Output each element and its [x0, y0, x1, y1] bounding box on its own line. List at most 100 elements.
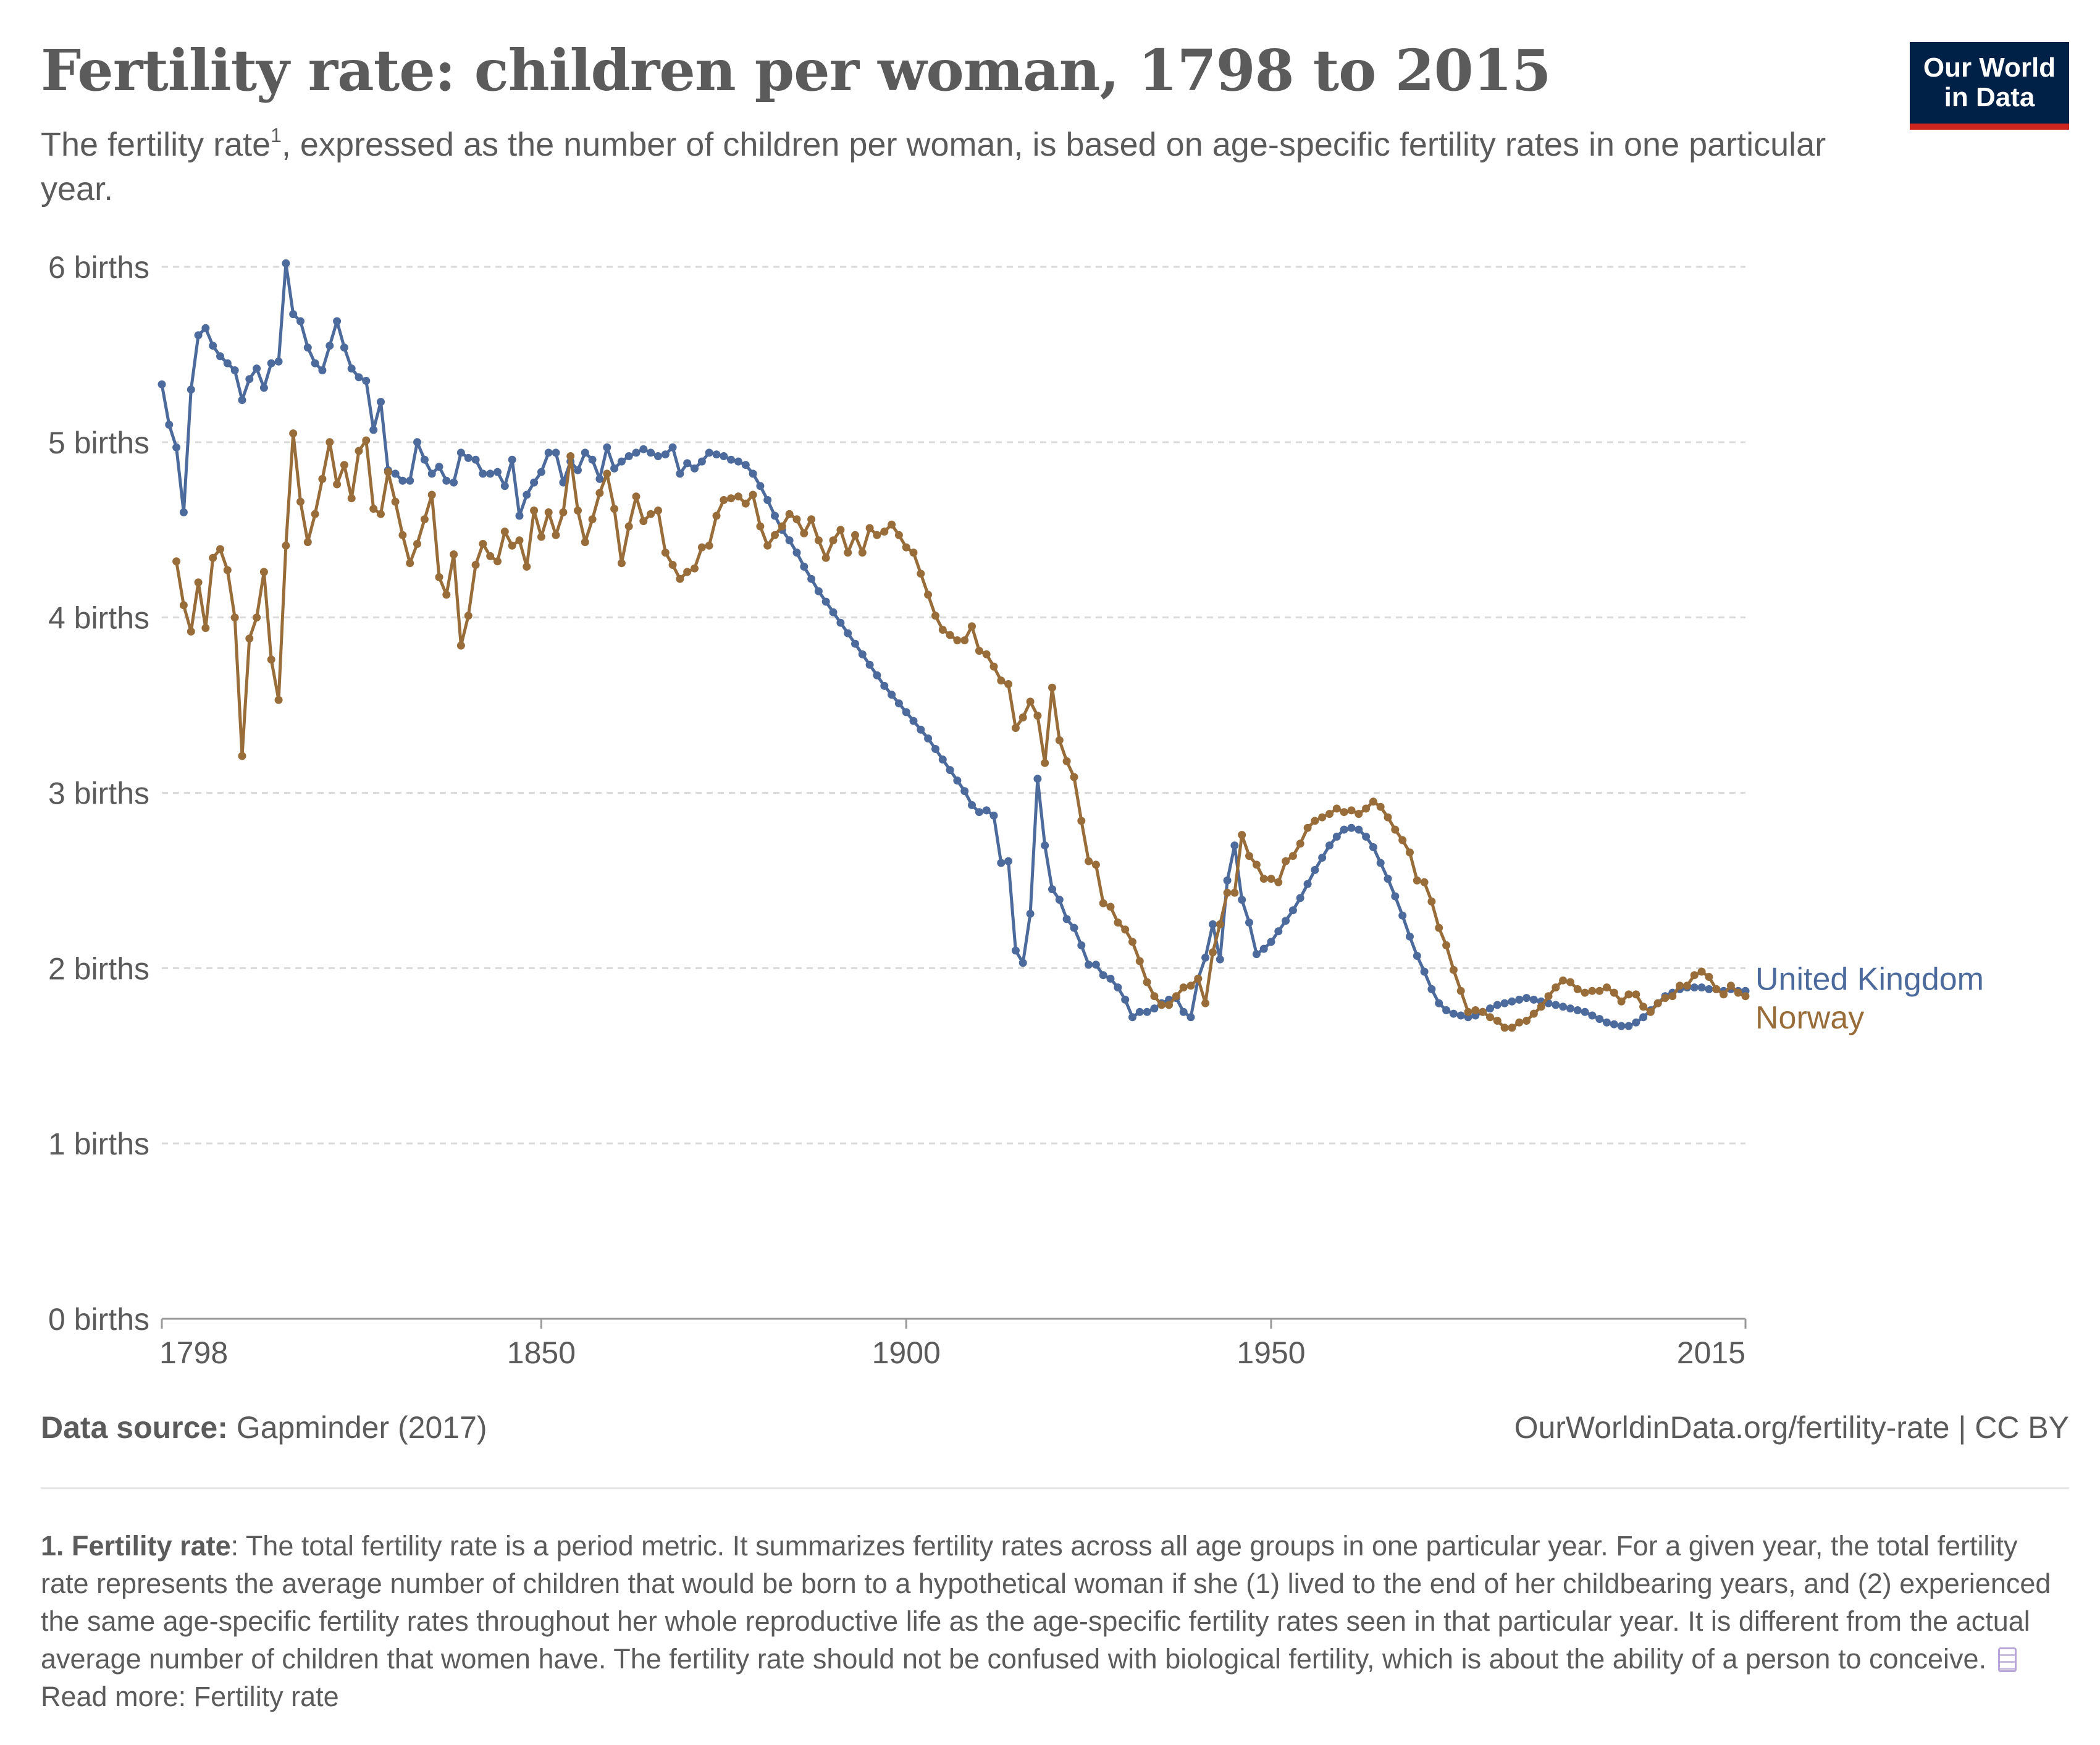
- data-point: [1486, 1013, 1494, 1022]
- data-point: [1632, 1018, 1640, 1027]
- data-point: [888, 520, 896, 529]
- line-chart[interactable]: 0 births 1 births 2 births 3 births 4 births…: [0, 222, 2100, 1396]
- data-point: [668, 561, 677, 569]
- data-source: Data source: Gapminder (2017): [41, 1410, 487, 1445]
- y-tick-label: 2 births: [48, 951, 149, 986]
- read-more-link[interactable]: Read more: Fertility rate: [41, 1681, 339, 1712]
- data-point: [734, 492, 742, 501]
- data-point: [1077, 817, 1086, 825]
- data-point: [734, 457, 742, 466]
- data-point: [1238, 896, 1246, 904]
- data-point: [347, 494, 356, 503]
- data-point: [245, 375, 254, 384]
- data-point: [1041, 759, 1049, 767]
- chart-title: Fertility rate: children per woman, 1798…: [41, 37, 1552, 104]
- data-point: [894, 699, 903, 708]
- data-point: [523, 490, 531, 499]
- data-point: [500, 482, 509, 490]
- data-point: [888, 691, 896, 699]
- data-point: [617, 457, 626, 466]
- data-point: [902, 543, 910, 552]
- data-point: [1099, 971, 1107, 980]
- data-point: [1726, 982, 1735, 990]
- data-point: [544, 448, 553, 457]
- data-point: [741, 499, 750, 508]
- data-point: [1573, 985, 1582, 993]
- data-point: [1026, 697, 1035, 706]
- data-point: [1245, 852, 1253, 860]
- data-point: [917, 725, 925, 734]
- data-point: [880, 681, 889, 690]
- data-point: [1128, 938, 1136, 946]
- data-point: [595, 489, 604, 497]
- data-point: [1617, 997, 1626, 1006]
- data-point: [362, 377, 371, 385]
- owid-logo[interactable]: Our World in Data: [1910, 42, 2069, 130]
- gridlines: [162, 266, 1745, 1145]
- credit-link[interactable]: OurWorldinData.org/fertility-rate | CC B…: [1514, 1410, 2069, 1445]
- data-point: [676, 469, 684, 478]
- data-point: [1420, 878, 1429, 886]
- data-point: [479, 540, 487, 548]
- footnote-label: 1. Fertility rate: [41, 1530, 231, 1562]
- data-point: [216, 545, 224, 553]
- data-point: [1165, 1001, 1174, 1009]
- data-point: [982, 650, 991, 658]
- data-point: [194, 578, 203, 587]
- data-point: [1705, 985, 1713, 993]
- data-point: [471, 561, 480, 569]
- data-point: [1318, 813, 1327, 822]
- data-point: [515, 536, 524, 545]
- data-point: [1179, 983, 1188, 992]
- footnote: 1. Fertility rate: The total fertility r…: [41, 1527, 2069, 1715]
- data-point: [427, 490, 436, 499]
- footnote-marker[interactable]: 1: [271, 124, 282, 146]
- data-point: [588, 455, 597, 464]
- data-point: [194, 331, 203, 340]
- series-group[interactable]: [158, 259, 1750, 1032]
- data-point: [997, 676, 1006, 685]
- data-point: [406, 559, 414, 568]
- data-point: [1011, 946, 1020, 955]
- data-point: [712, 511, 721, 520]
- document-icon: [1997, 1647, 2017, 1672]
- data-point: [282, 541, 290, 550]
- data-point: [778, 522, 786, 531]
- series-united-kingdom[interactable]: [158, 259, 1750, 1030]
- data-point: [1398, 911, 1407, 920]
- x-tick-label: 1900: [872, 1335, 941, 1370]
- data-point: [1610, 1020, 1618, 1028]
- chart-subtitle: The fertility rate1, expressed as the nu…: [41, 122, 1832, 211]
- data-point: [1624, 990, 1633, 999]
- data-point: [917, 570, 925, 578]
- data-point: [727, 494, 736, 503]
- data-point: [968, 801, 976, 809]
- data-point: [1595, 986, 1604, 995]
- series-norway[interactable]: [172, 429, 1750, 1032]
- data-point: [508, 455, 516, 464]
- series-label[interactable]: United Kingdom: [1755, 961, 1984, 997]
- data-point: [1340, 808, 1348, 817]
- data-point: [303, 538, 312, 547]
- data-point: [223, 566, 232, 574]
- data-point: [1018, 713, 1027, 721]
- data-point: [807, 515, 816, 524]
- data-point: [1362, 804, 1371, 813]
- data-point: [209, 342, 217, 350]
- data-point: [1376, 802, 1385, 811]
- data-point: [1135, 957, 1144, 965]
- data-point: [1194, 974, 1203, 983]
- series-label[interactable]: Norway: [1755, 1000, 1864, 1036]
- source-link[interactable]: Gapminder (2017): [236, 1410, 487, 1445]
- data-point: [771, 531, 779, 539]
- data-point: [1055, 896, 1064, 904]
- data-point: [552, 531, 560, 539]
- data-point: [989, 811, 998, 820]
- data-point: [647, 510, 655, 518]
- data-point: [311, 359, 319, 368]
- data-point: [1493, 1001, 1502, 1009]
- data-point: [829, 536, 838, 545]
- data-point: [1566, 978, 1574, 986]
- data-point: [574, 466, 582, 474]
